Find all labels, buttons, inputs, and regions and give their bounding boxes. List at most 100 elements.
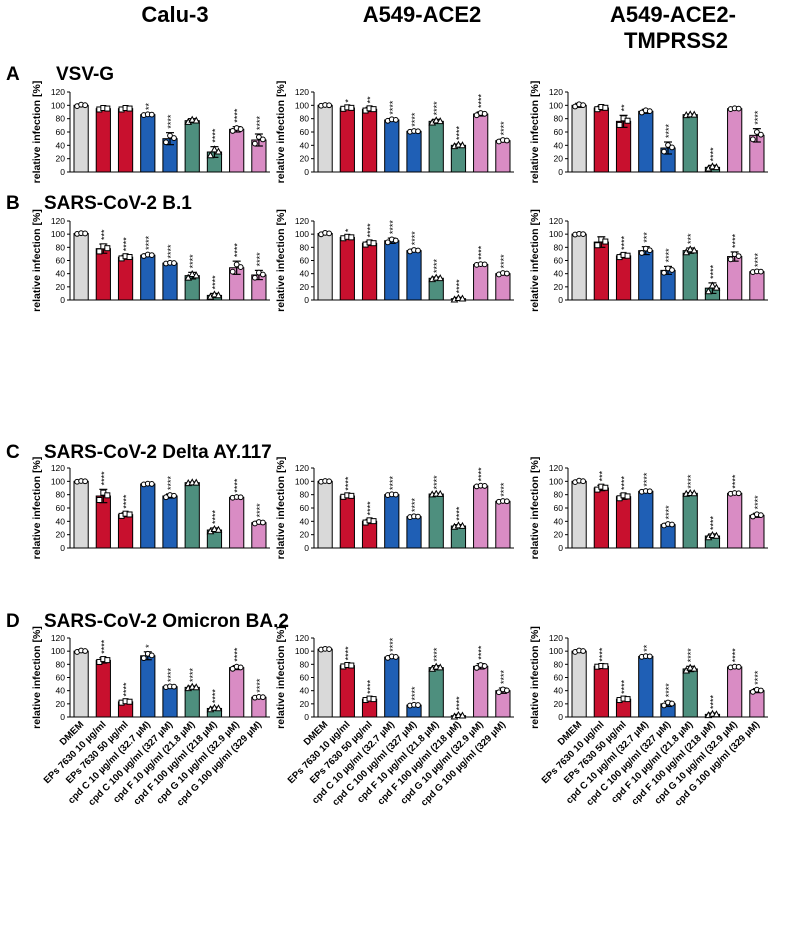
bar-3 bbox=[638, 250, 654, 301]
row-title-b: SARS-CoV-2 B.1 bbox=[44, 193, 192, 214]
replicate-marker bbox=[251, 274, 258, 281]
replicate-marker bbox=[192, 116, 201, 124]
replicate-marker bbox=[259, 519, 266, 526]
y-tick-label: 40 bbox=[56, 686, 66, 696]
y-tick-label: 80 bbox=[300, 490, 310, 500]
replicate-marker bbox=[624, 252, 631, 259]
significance-label: **** bbox=[708, 515, 718, 530]
significance-label: **** bbox=[477, 93, 487, 108]
replicate-marker bbox=[229, 128, 236, 134]
replicate-marker bbox=[432, 662, 441, 670]
replicate-marker bbox=[727, 256, 734, 263]
replicate-marker bbox=[436, 274, 445, 282]
y-tick-label: 40 bbox=[56, 269, 66, 279]
replicate-marker bbox=[214, 291, 223, 299]
y-tick-label: 0 bbox=[304, 295, 309, 305]
y-tick-label: 100 bbox=[549, 476, 563, 486]
significance-label: **** bbox=[166, 475, 176, 490]
significance-label: **** bbox=[366, 679, 376, 694]
y-tick-label: 0 bbox=[60, 712, 65, 722]
bar-0 bbox=[317, 480, 333, 549]
y-tick-label: 120 bbox=[51, 216, 65, 226]
replicate-marker bbox=[481, 110, 488, 117]
y-tick-label: 40 bbox=[554, 516, 564, 526]
significance-label: **** bbox=[477, 645, 487, 660]
bar-4 bbox=[406, 250, 422, 301]
significance-label: **** bbox=[664, 505, 674, 520]
y-tick-label: 80 bbox=[56, 659, 66, 669]
y-tick-label: 60 bbox=[300, 256, 310, 266]
y-tick-label: 60 bbox=[300, 127, 310, 137]
y-tick-label: 120 bbox=[51, 463, 65, 473]
y-tick-label: 80 bbox=[300, 242, 310, 252]
bar-7 bbox=[229, 128, 245, 173]
replicate-marker bbox=[192, 683, 201, 691]
bar-5 bbox=[428, 667, 444, 718]
replicate-marker bbox=[602, 238, 609, 245]
y-tick-label: 60 bbox=[554, 256, 564, 266]
replicate-marker bbox=[415, 513, 421, 520]
bar-5 bbox=[682, 492, 698, 549]
replicate-marker bbox=[712, 710, 721, 718]
y-tick-label: 80 bbox=[56, 114, 66, 124]
significance-label: **** bbox=[753, 670, 763, 685]
significance-label: **** bbox=[122, 494, 132, 509]
replicate-marker bbox=[148, 252, 155, 259]
y-tick-label: 20 bbox=[554, 282, 564, 292]
y-tick-label: 120 bbox=[549, 463, 563, 473]
y-tick-label: 0 bbox=[558, 167, 563, 177]
bar-4 bbox=[162, 262, 178, 301]
significance-label: **** bbox=[388, 475, 398, 490]
replicate-marker bbox=[669, 267, 675, 273]
bar-1 bbox=[593, 241, 609, 301]
significance-label: **** bbox=[122, 682, 132, 697]
replicate-marker bbox=[326, 102, 333, 109]
bar-2 bbox=[361, 108, 378, 173]
replicate-marker bbox=[580, 102, 587, 109]
y-tick-label: 40 bbox=[554, 140, 564, 150]
y-tick-label: 60 bbox=[56, 256, 66, 266]
y-tick-label: 40 bbox=[300, 140, 310, 150]
significance-label: **** bbox=[477, 245, 487, 260]
bar-1 bbox=[593, 665, 609, 718]
significance-label: ** bbox=[366, 96, 376, 104]
replicate-marker bbox=[669, 144, 675, 151]
replicate-marker bbox=[214, 525, 223, 533]
bar-3 bbox=[384, 494, 400, 549]
significance-label: **** bbox=[642, 472, 652, 487]
replicate-marker bbox=[126, 254, 133, 261]
bar-2 bbox=[615, 496, 632, 549]
replicate-marker bbox=[171, 260, 177, 266]
replicate-marker bbox=[237, 126, 244, 132]
y-axis-label: relative infection [%] bbox=[275, 209, 287, 312]
significance-label: **** bbox=[432, 101, 442, 116]
bar-8 bbox=[749, 514, 765, 549]
bar-5 bbox=[682, 114, 698, 173]
significance-label: **** bbox=[343, 476, 353, 491]
replicate-marker bbox=[206, 151, 215, 159]
replicate-marker bbox=[436, 489, 445, 497]
replicate-marker bbox=[326, 646, 333, 653]
replicate-marker bbox=[415, 702, 421, 708]
significance-label: **** bbox=[255, 678, 265, 693]
bar-5 bbox=[428, 120, 444, 173]
y-tick-label: 80 bbox=[300, 659, 310, 669]
replicate-marker bbox=[661, 269, 667, 276]
replicate-marker bbox=[708, 530, 717, 538]
bar-8 bbox=[251, 522, 267, 549]
y-tick-label: 40 bbox=[554, 269, 564, 279]
replicate-marker bbox=[415, 247, 421, 254]
replicate-marker bbox=[594, 242, 601, 249]
bar-2 bbox=[117, 514, 134, 549]
y-tick-label: 40 bbox=[300, 686, 310, 696]
bar-2 bbox=[117, 256, 134, 301]
replicate-marker bbox=[370, 518, 377, 525]
significance-label: **** bbox=[410, 231, 420, 246]
replicate-marker bbox=[757, 687, 764, 694]
bar-3 bbox=[384, 656, 400, 718]
y-axis-label: relative infection [%] bbox=[529, 209, 541, 312]
replicate-marker bbox=[712, 531, 721, 539]
bar-7 bbox=[229, 667, 245, 718]
